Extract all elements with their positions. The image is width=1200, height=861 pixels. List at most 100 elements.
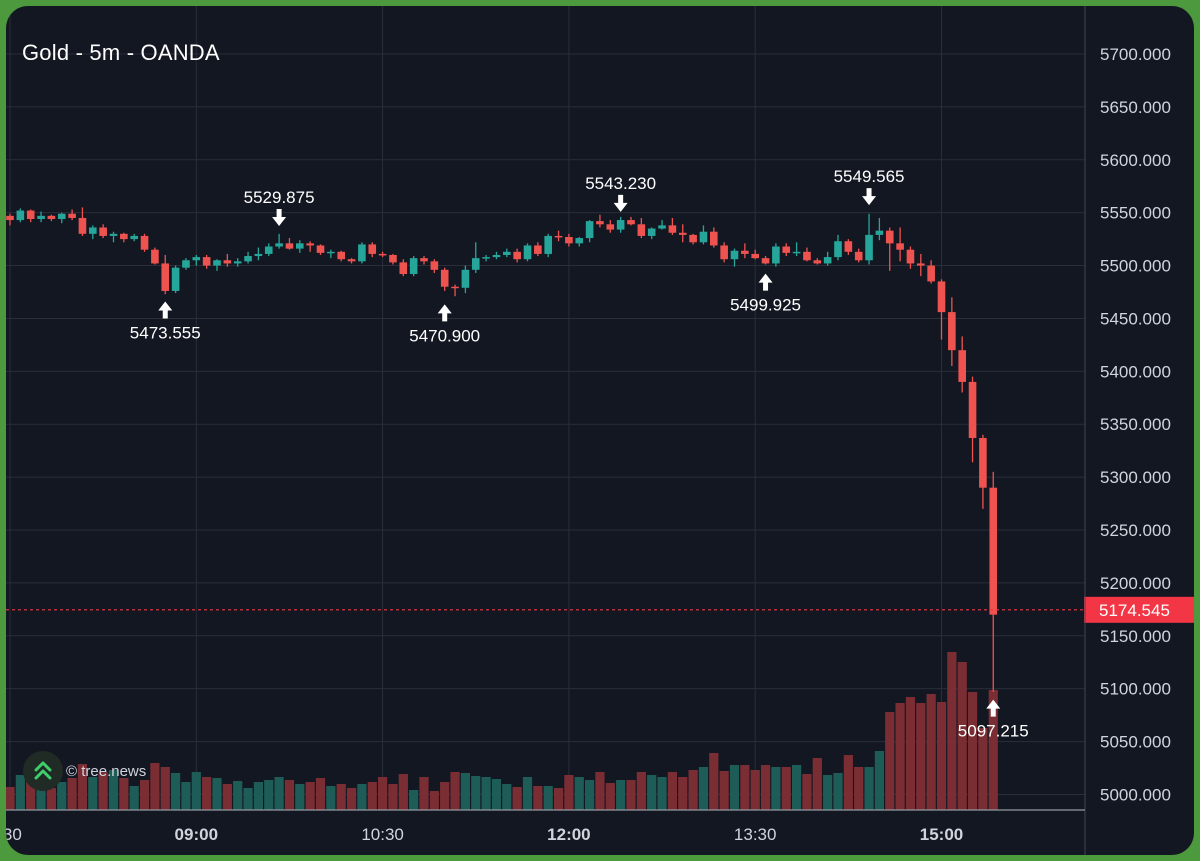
candle-body	[244, 256, 252, 262]
arrow-down-icon	[613, 194, 628, 212]
candle-body	[616, 220, 625, 230]
candle-body	[16, 210, 25, 221]
candle-body	[741, 250, 749, 254]
candle-body	[513, 251, 521, 260]
x-tick-label: 13:30	[734, 825, 777, 844]
candle-body	[233, 261, 242, 264]
candle-body	[471, 258, 480, 270]
volume-bar	[543, 786, 553, 810]
volume-bar	[553, 788, 564, 810]
candle-body	[730, 250, 739, 260]
candle-body	[844, 241, 853, 252]
candle-body	[89, 227, 97, 234]
candle-body	[120, 233, 128, 240]
candle-body	[544, 235, 552, 254]
candle-body	[554, 235, 563, 238]
arrow-up-icon	[758, 273, 773, 291]
candle-body	[57, 213, 66, 220]
candle-body	[399, 262, 408, 275]
volume-bar	[491, 779, 502, 810]
low-marker: 5470.900	[409, 304, 480, 345]
volume-bar	[885, 712, 895, 810]
volume-bar	[419, 777, 429, 810]
candle-body	[637, 224, 646, 236]
low-price-label: 5470.900	[409, 326, 480, 345]
volume-bar	[512, 787, 522, 810]
x-tick-label: :30	[6, 825, 22, 844]
volume-bar	[326, 786, 336, 810]
volume-bar	[191, 772, 201, 810]
low-marker: 5097.215	[958, 699, 1029, 741]
volume-bar	[936, 702, 947, 810]
candle-body	[202, 257, 211, 266]
volume-bar	[843, 755, 853, 810]
volume-bar	[574, 777, 584, 810]
volume-bar	[636, 772, 646, 810]
last-price-label-bg	[1084, 596, 1194, 623]
volume-bar	[481, 777, 491, 810]
candle-body	[958, 350, 966, 382]
candle-body	[575, 238, 584, 244]
candle-body	[451, 286, 459, 289]
volume-bar	[657, 777, 667, 810]
candle-body	[534, 245, 542, 254]
volume-bar	[108, 770, 119, 810]
y-tick-label: 5650.000	[1100, 98, 1171, 117]
y-tick-label: 5200.000	[1100, 574, 1171, 593]
volume-bar	[802, 774, 812, 810]
volume-bar	[719, 771, 729, 810]
candle-body	[906, 249, 915, 264]
candle-body	[461, 269, 470, 288]
volume-bar	[595, 772, 605, 810]
volume-bar	[222, 784, 232, 810]
candle-body	[689, 234, 697, 243]
candle-body	[782, 246, 791, 253]
high-price-label: 5543.230	[585, 174, 656, 193]
volume-bar	[647, 775, 657, 810]
volume-bar	[667, 772, 677, 810]
volume-bar	[460, 773, 470, 810]
volume-bar	[874, 751, 884, 810]
volume-bar	[585, 780, 595, 810]
candle-body	[26, 210, 35, 220]
volume-bar	[429, 791, 439, 810]
high-marker: 5529.875	[244, 188, 315, 226]
candle-body	[885, 230, 894, 244]
candle-body	[606, 224, 615, 230]
tree-news-logo-icon	[23, 751, 63, 791]
volume-bar	[6, 787, 15, 810]
volume-bar	[233, 781, 243, 810]
candle-body	[430, 261, 439, 270]
y-tick-label: 5300.000	[1100, 468, 1171, 487]
candle-body	[751, 253, 759, 259]
volume-bar	[150, 763, 160, 810]
x-tick-label: 12:00	[547, 825, 590, 844]
volume-bar	[15, 775, 25, 810]
candle-body	[409, 258, 418, 275]
volume-bar	[471, 776, 481, 810]
candle-body	[927, 265, 935, 282]
volume-bar	[564, 775, 574, 810]
high-marker: 5549.565	[834, 167, 905, 206]
y-tick-label: 5700.000	[1100, 45, 1171, 64]
candle-body	[937, 281, 946, 313]
volume-bar	[88, 777, 98, 810]
volume-bar	[409, 790, 419, 810]
candle-body	[865, 234, 873, 261]
candle-body	[917, 263, 925, 266]
candle-body	[668, 225, 677, 233]
candle-body	[678, 232, 687, 235]
candle-body	[658, 225, 666, 229]
high-marker: 5543.230	[585, 174, 656, 212]
candle-body	[171, 267, 180, 291]
volume-bar	[905, 697, 916, 810]
volume-bar	[916, 703, 926, 810]
low-price-label: 5097.215	[958, 722, 1029, 741]
y-tick-label: 5550.000	[1100, 204, 1171, 223]
candle-body	[482, 257, 490, 259]
watermark-text: © tree.news	[66, 762, 147, 780]
candle-body	[130, 235, 138, 240]
volume-bar	[450, 772, 460, 810]
volume-bar	[709, 753, 719, 810]
arrow-down-icon	[272, 208, 287, 226]
